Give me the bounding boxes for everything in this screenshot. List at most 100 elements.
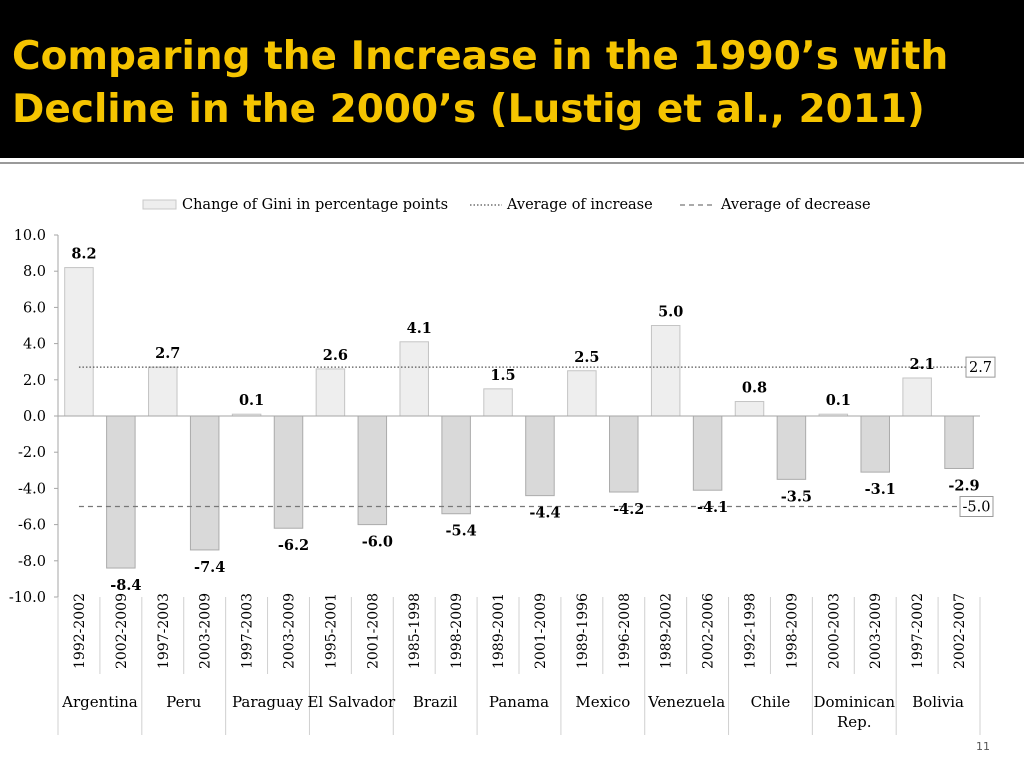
y-tick-label: 6.0 xyxy=(23,300,46,316)
y-tick-label: 10.0 xyxy=(14,228,46,244)
title-divider xyxy=(0,162,1024,164)
period-label: 2003-2009 xyxy=(868,593,884,669)
period-label: 2002-2009 xyxy=(114,593,130,669)
data-label: 2.7 xyxy=(155,345,180,362)
country-label: Venezuela xyxy=(647,693,725,711)
period-label: 1997-2003 xyxy=(156,593,172,669)
country-label: Brazil xyxy=(413,693,458,711)
data-label: -7.4 xyxy=(194,559,225,576)
period-label: 1996-2008 xyxy=(617,593,633,669)
title-bar: Comparing the Increase in the 1990’s wit… xyxy=(0,0,1024,158)
slide-number: 11 xyxy=(976,740,990,753)
country-label: Rep. xyxy=(837,713,872,731)
country-label: Panama xyxy=(489,693,549,711)
bar-21 xyxy=(902,377,932,417)
period-label: 2002-2007 xyxy=(952,593,968,669)
y-tick-label: -8.0 xyxy=(18,554,46,570)
country-label: Mexico xyxy=(575,693,630,711)
data-label: 0.8 xyxy=(742,380,767,397)
data-label: -5.4 xyxy=(446,523,477,540)
bar-8 xyxy=(357,415,388,526)
period-label: 1989-2001 xyxy=(491,593,507,669)
data-label: -6.2 xyxy=(278,537,309,554)
bar-15 xyxy=(650,325,681,417)
period-label: 1992-2002 xyxy=(72,593,88,669)
data-label: -8.4 xyxy=(110,577,141,594)
legend-label-bars: Change of Gini in percentage points xyxy=(182,197,448,213)
period-label: 2001-2008 xyxy=(365,593,381,669)
bar-18 xyxy=(776,415,807,480)
bar-12 xyxy=(525,415,555,497)
y-tick-label: -4.0 xyxy=(18,481,46,497)
gini-change-bar-chart: Change of Gini in percentage points Avera… xyxy=(9,197,996,735)
bar-11 xyxy=(483,388,513,417)
average-increase-box xyxy=(965,356,996,378)
period-label: 2003-2009 xyxy=(282,593,298,669)
average-decrease-box xyxy=(959,496,994,517)
data-label: 8.2 xyxy=(71,246,96,263)
period-label: 2001-2009 xyxy=(533,593,549,669)
country-label: Dominican xyxy=(813,693,895,711)
period-label: 1998-2009 xyxy=(784,593,800,669)
data-label: -4.2 xyxy=(613,501,644,518)
period-label: 2000-2003 xyxy=(826,593,842,669)
period-label: 1998-2009 xyxy=(449,593,465,669)
bar-6 xyxy=(273,415,304,529)
bar-16 xyxy=(692,415,723,491)
y-tick-label: 4.0 xyxy=(23,337,46,353)
bar-17 xyxy=(734,401,765,417)
bar-20 xyxy=(860,415,890,473)
data-label: -6.0 xyxy=(362,534,393,551)
legend-label-average-decrease: Average of decrease xyxy=(720,197,871,213)
legend-label-average-increase: Average of increase xyxy=(506,197,653,213)
bar-10 xyxy=(441,415,471,515)
data-label: -3.1 xyxy=(865,481,896,498)
y-tick-label: 8.0 xyxy=(23,264,46,280)
data-label: -4.1 xyxy=(697,499,728,516)
period-label: 2003-2009 xyxy=(198,593,214,669)
country-label: Argentina xyxy=(61,693,138,711)
data-label: 1.5 xyxy=(490,367,515,384)
legend-swatch-bars xyxy=(142,199,177,210)
data-label: 2.6 xyxy=(323,347,348,364)
bar-13 xyxy=(567,370,597,417)
bar-2 xyxy=(106,415,136,569)
period-label: 1997-2002 xyxy=(910,593,926,669)
data-label: -4.4 xyxy=(529,505,560,522)
period-label: 1997-2003 xyxy=(240,593,256,669)
country-label: Bolivia xyxy=(912,693,964,711)
country-label: Paraguay xyxy=(232,693,304,711)
y-tick-label: 0.0 xyxy=(23,409,46,425)
period-label: 1989-1996 xyxy=(575,593,591,669)
data-label: 4.1 xyxy=(407,320,432,337)
period-label: 1992-1998 xyxy=(743,593,759,669)
y-tick-label: -6.0 xyxy=(18,518,46,534)
data-label: -2.9 xyxy=(948,477,979,494)
data-label: 0.1 xyxy=(239,392,264,409)
data-label: 2.5 xyxy=(574,349,599,366)
period-label: 2002-2006 xyxy=(701,593,717,669)
bar-7 xyxy=(315,368,346,417)
slide-title: Comparing the Increase in the 1990’s wit… xyxy=(12,34,949,132)
bar-1 xyxy=(64,267,94,417)
average-decrease-label: -5.0 xyxy=(963,500,991,516)
period-label: 1985-1998 xyxy=(407,593,423,669)
data-label: -3.5 xyxy=(781,488,812,505)
country-label: Peru xyxy=(166,693,201,711)
y-tick-label: -10.0 xyxy=(9,590,46,606)
bar-22 xyxy=(944,415,974,469)
data-label: 0.1 xyxy=(826,392,851,409)
bar-9 xyxy=(399,341,429,417)
data-label: 5.0 xyxy=(658,304,683,321)
data-label: 2.1 xyxy=(910,356,935,373)
bar-3 xyxy=(148,366,178,417)
bar-4 xyxy=(189,415,220,551)
y-tick-label: 2.0 xyxy=(23,373,46,389)
bar-14 xyxy=(609,415,639,493)
country-label: El Salvador xyxy=(307,693,396,711)
country-label: Chile xyxy=(751,693,791,711)
average-increase-label: 2.7 xyxy=(969,360,992,376)
period-label: 1995-2001 xyxy=(323,593,339,669)
period-label: 1989-2002 xyxy=(659,593,675,669)
y-tick-label: -2.0 xyxy=(18,445,46,461)
